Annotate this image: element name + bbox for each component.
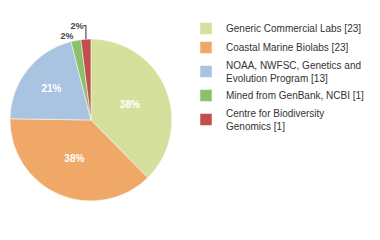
svg-text:Coastal Marine Biolabs [23]: Coastal Marine Biolabs [23] [226, 42, 349, 53]
svg-text:2%: 2% [70, 21, 83, 31]
svg-text:38%: 38% [120, 99, 140, 110]
svg-text:38%: 38% [64, 153, 84, 164]
svg-text:Centre for BiodiversityGenomic: Centre for BiodiversityGenomics [1] [226, 108, 324, 132]
svg-text:Mined from GenBank, NCBI [1]: Mined from GenBank, NCBI [1] [226, 90, 364, 101]
svg-text:2%: 2% [60, 31, 73, 41]
svg-text:Generic Commercial Labs [23]: Generic Commercial Labs [23] [226, 23, 361, 34]
svg-text:NOAA, NWFSC, Genetics andEvolu: NOAA, NWFSC, Genetics andEvolution Progr… [226, 60, 361, 84]
svg-text:21%: 21% [41, 83, 61, 94]
